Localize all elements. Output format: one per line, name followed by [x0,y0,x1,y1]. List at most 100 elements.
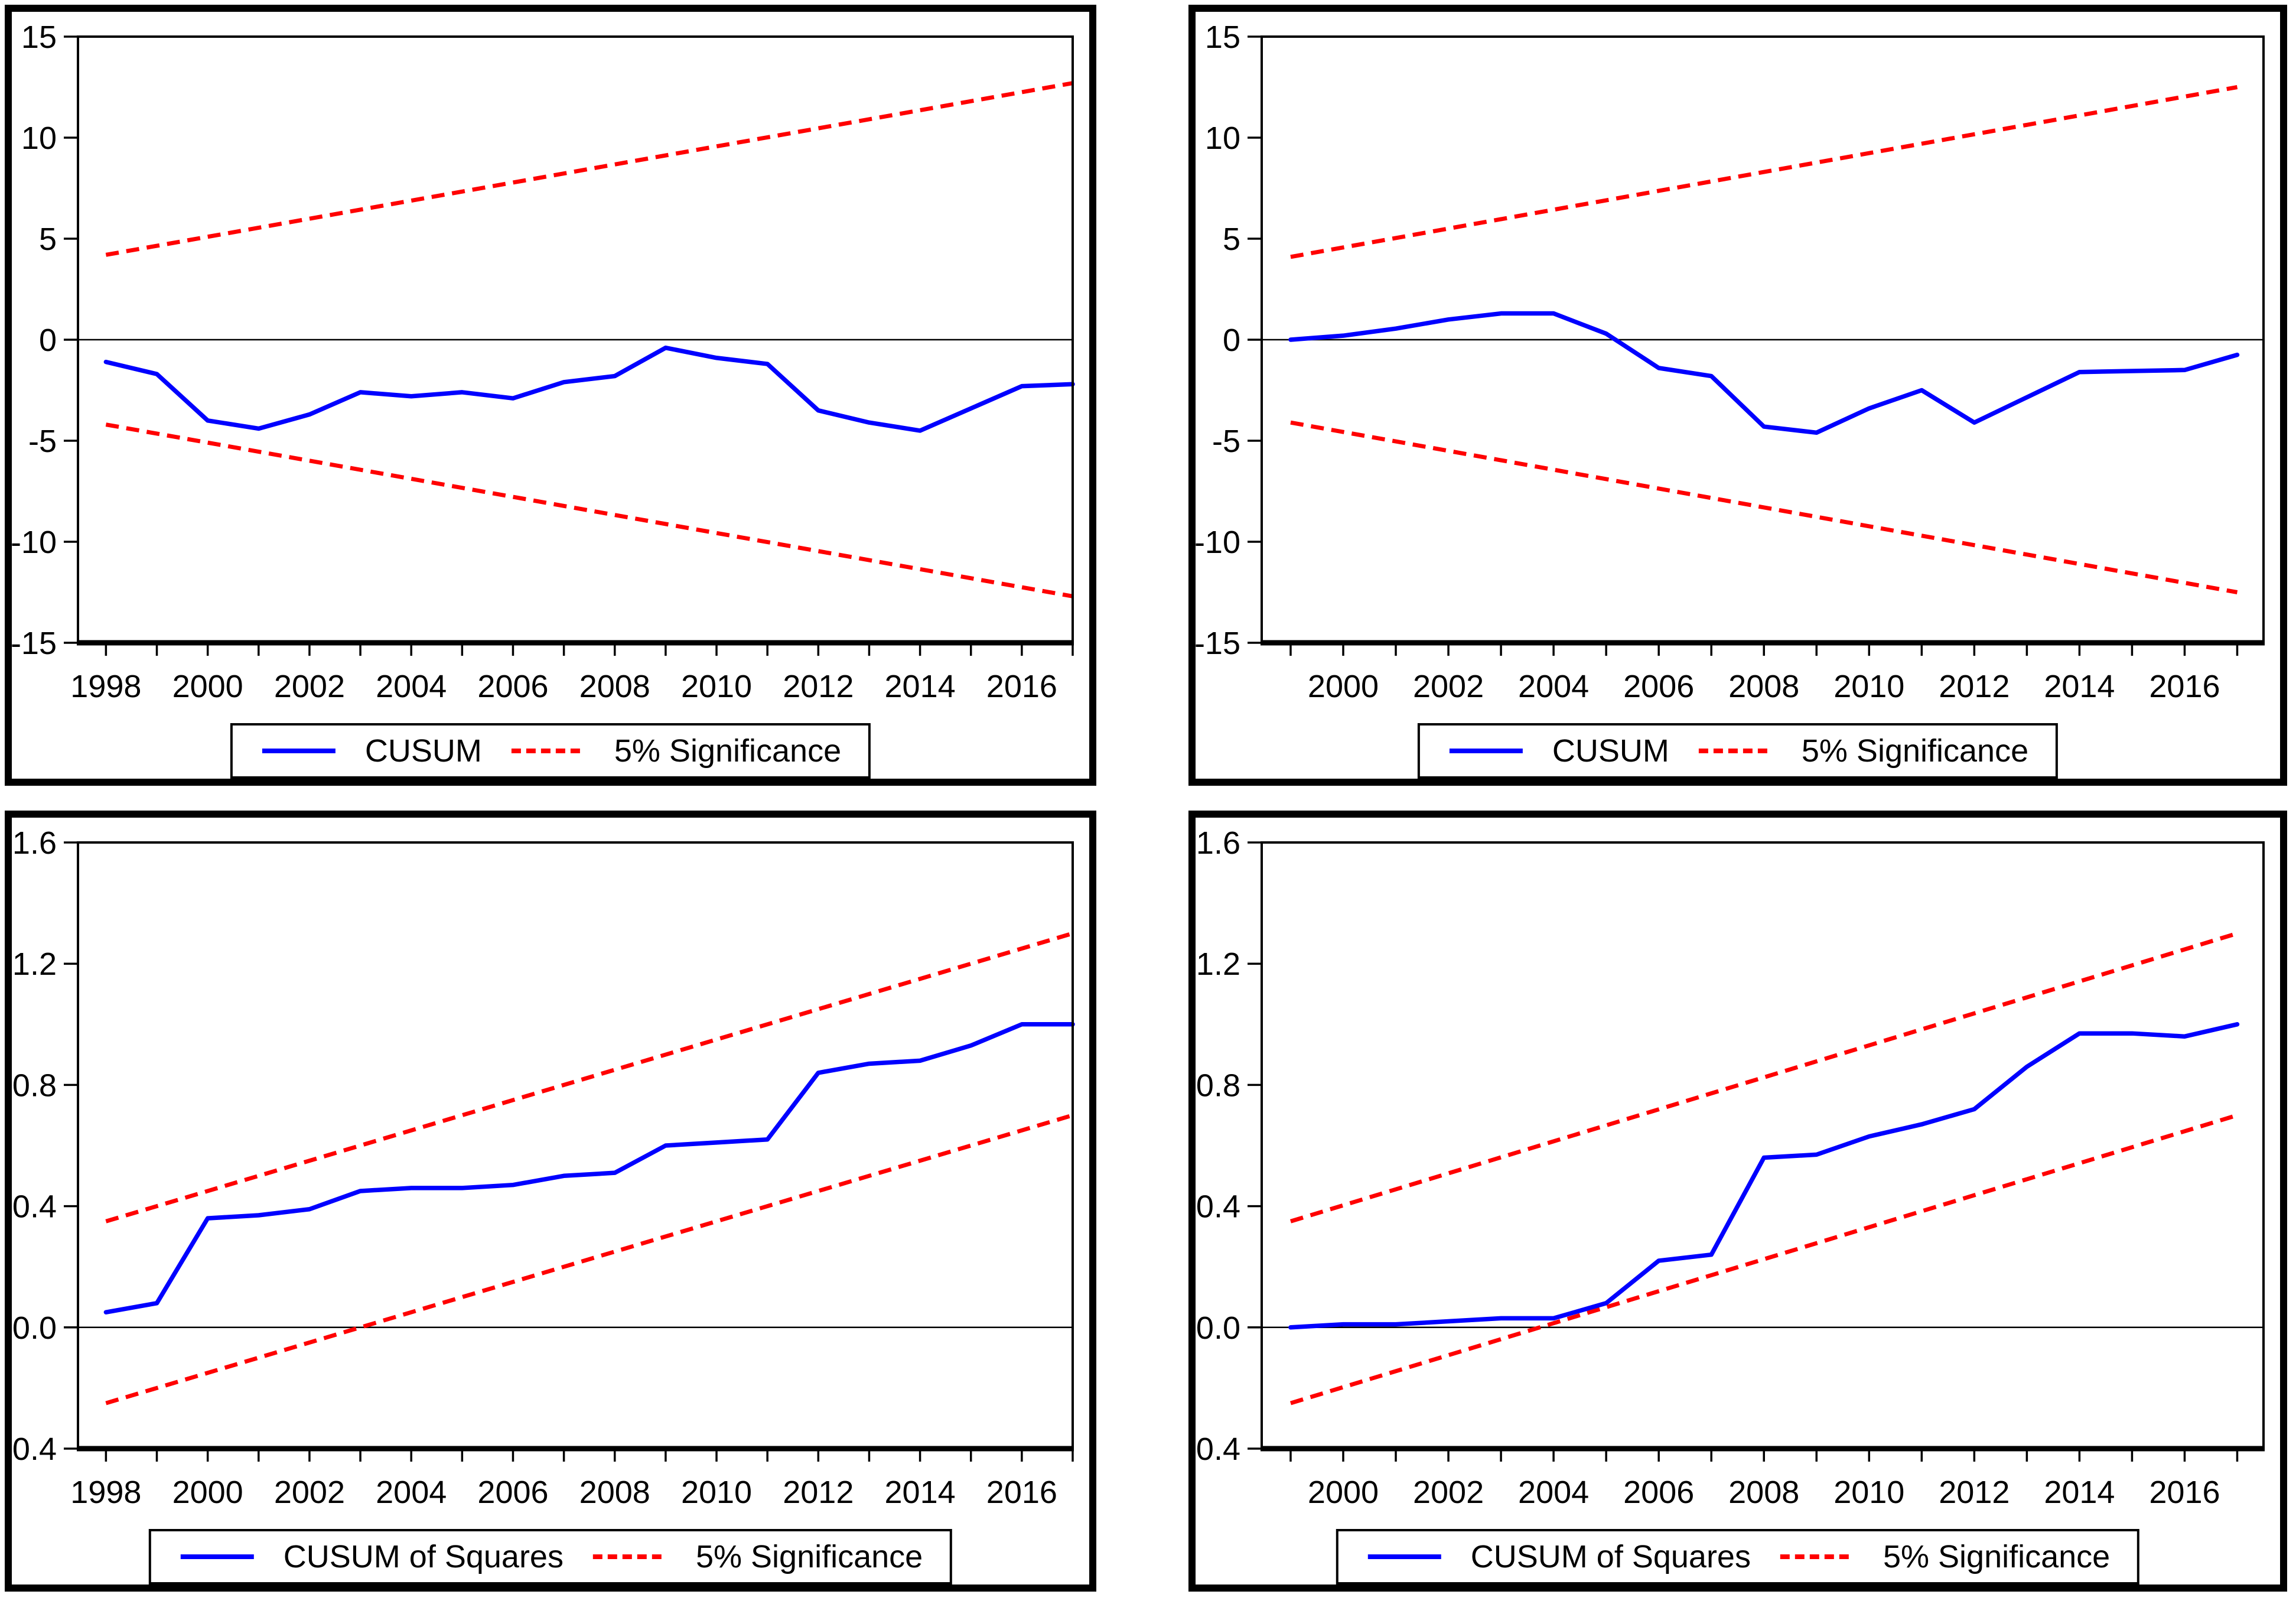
y-tick-label: 0.4 [1196,1189,1240,1225]
legend-solid-line-icon [262,749,336,753]
y-tick-label: 5 [1223,222,1240,257]
y-tick-label: 15 [1205,19,1240,55]
series-line [1288,1022,2240,1330]
x-tick-label: 2004 [1518,1475,1589,1510]
significance-lower-line [105,1113,1073,1405]
x-tick-label: 2008 [1728,1475,1799,1510]
panel-cusum-model1: 15 10 5 0 -5 -10 -15 1998 2000 2002 2004 2006 2008 20… [5,5,1096,786]
x-tick-label: 2014 [2044,1475,2115,1510]
legend-label-cusum-squares: CUSUM of Squares [1470,1539,1751,1574]
x-tick-label: 2008 [1728,669,1799,704]
legend-dashed-line-icon [1780,1554,1854,1559]
significance-upper-line [105,81,1073,257]
x-tick-label: 2016 [2149,1475,2220,1510]
legend: CUSUM 5% Significance [1417,723,2059,779]
legend: CUSUM of Squares 5% Significance [148,1529,953,1585]
series-line [1288,311,2240,435]
x-tick-label: 2016 [986,1475,1057,1510]
legend-solid-line-icon [1367,1554,1441,1559]
cusum-chart-model1: 15 10 5 0 -5 -10 -15 1998 2000 2002 2004 2006 2008 20… [12,19,1075,704]
y-tick-label: -10 [12,525,57,560]
y-tick-label: -15 [1196,626,1240,661]
series-line [103,345,1075,433]
x-tick-label: 2012 [783,1475,854,1510]
x-tick-label: 2004 [376,1475,447,1510]
significance-upper-line [105,931,1073,1224]
series-line [103,1022,1075,1315]
legend-label-cusum: CUSUM [1552,733,1669,769]
y-tick-label: -0.4 [1196,1431,1240,1467]
y-tick-label: 0.8 [1196,1068,1240,1103]
cusum-squares-chart-model1: 1.6 1.2 0.8 0.4 0.0 -0.4 1998 2000 2002 2004 2006 2… [12,825,1075,1510]
panel-cusum-model2: 15 10 5 0 -5 -10 -15 2000 2002 2004 2006 2008 2010 20… [1188,5,2287,786]
y-tick-label: 5 [39,222,57,257]
legend-label-significance: 5% Significance [695,1539,923,1574]
y-tick-label: 0.0 [1196,1310,1240,1346]
x-tick-label: 2002 [274,669,345,704]
significance-upper-line [1289,931,2238,1224]
x-tick-label: 2012 [1939,1475,2010,1510]
x-tick-label: 2006 [1623,669,1694,704]
y-tick-label: 0.8 [12,1068,57,1103]
y-tick-label: 0.0 [12,1310,57,1346]
x-tick-label: 2000 [172,669,243,704]
legend-label-cusum-squares: CUSUM of Squares [283,1539,564,1574]
plot-box [77,841,1074,1450]
x-tick-label: 2010 [1833,1475,1904,1510]
y-tick-label: -10 [1196,525,1240,560]
x-tick-label: 2008 [579,669,650,704]
y-tick-label: 1.6 [1196,825,1240,861]
y-tick-label: 10 [21,121,57,156]
x-tick-label: 2000 [172,1475,243,1510]
legend-label-significance: 5% Significance [1883,1539,2111,1574]
y-tick-label: -5 [1212,424,1240,459]
x-tick-label: 2010 [681,669,752,704]
cusum-squares-chart-model2: 1.6 1.2 0.8 0.4 0.0 -0.4 2000 2002 2004 2006 2008 2… [1196,825,2265,1510]
x-tick-label: 2000 [1308,1475,1379,1510]
y-tick-label: -15 [12,626,57,661]
legend-solid-line-icon [180,1554,254,1559]
x-tick-label: 2006 [477,1475,548,1510]
x-tick-label: 2014 [885,1475,956,1510]
y-tick-label: 15 [21,19,57,55]
panel-cusum-squares-model2: 1.6 1.2 0.8 0.4 0.0 -0.4 2000 2002 2004 2006 2008 2… [1188,811,2287,1592]
legend-dashed-line-icon [1698,749,1772,753]
x-tick-label: 2000 [1308,669,1379,704]
y-tick-label: -5 [28,424,57,459]
significance-lower-line [1290,420,2238,594]
y-tick-label: 0.4 [12,1189,57,1225]
significance-upper-line [1290,85,2238,259]
legend-solid-line-icon [1449,749,1523,753]
legend-label-significance: 5% Significance [1801,733,2029,769]
x-tick-label: 2004 [1518,669,1589,704]
y-tick-label: 1.2 [1196,946,1240,982]
x-tick-label: 2010 [1833,669,1904,704]
y-tick-label: 0 [1223,323,1240,358]
x-tick-label: 2016 [986,669,1057,704]
legend-label-cusum: CUSUM [364,733,482,769]
y-tick-label: 10 [1205,121,1240,156]
legend: CUSUM of Squares 5% Significance [1336,1529,2140,1585]
x-tick-label: 2012 [783,669,854,704]
legend: CUSUM 5% Significance [230,723,871,779]
significance-lower-line [105,422,1073,598]
y-tick-label: -0.4 [12,1431,57,1467]
legend-dashed-line-icon [592,1554,666,1559]
x-tick-label: 1998 [70,1475,141,1510]
y-tick-label: 0 [39,323,57,358]
x-tick-label: 2008 [579,1475,650,1510]
legend-label-significance: 5% Significance [614,733,842,769]
x-tick-label: 2006 [1623,1475,1694,1510]
y-tick-label: 1.2 [12,946,57,982]
y-tick-label: 1.6 [12,825,57,861]
x-tick-label: 2014 [2044,669,2115,704]
x-tick-label: 2002 [1413,669,1484,704]
x-tick-label: 2016 [2149,669,2220,704]
x-tick-label: 1998 [70,669,141,704]
x-tick-label: 2004 [376,669,447,704]
x-tick-label: 2014 [885,669,956,704]
plot-box [1261,841,2265,1450]
x-tick-label: 2012 [1939,669,2010,704]
legend-dashed-line-icon [511,749,585,753]
cusum-chart-model2: 15 10 5 0 -5 -10 -15 2000 2002 2004 2006 2008 2010 20… [1196,19,2265,704]
